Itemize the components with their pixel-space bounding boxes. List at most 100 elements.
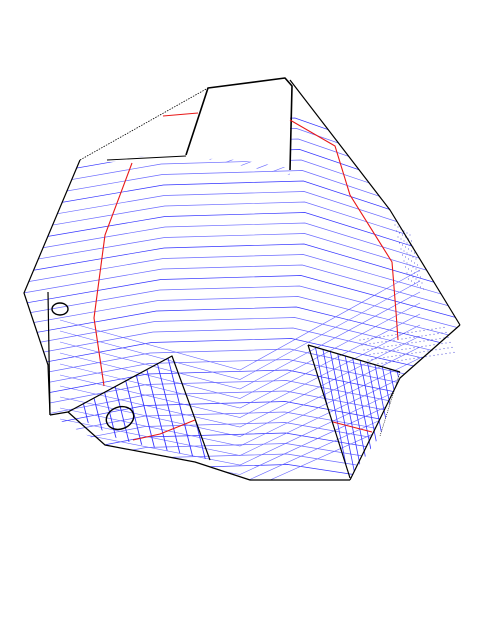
shade-dot: [381, 362, 383, 364]
shade-dot: [411, 342, 413, 344]
shade-dot: [363, 338, 365, 340]
hatch-line: [24, 348, 460, 395]
shade-dot: [417, 357, 419, 359]
hatch-line: [59, 313, 421, 409]
panel-hatch-line: [153, 356, 185, 460]
left-silhouette-edge: [23, 159, 81, 416]
red-cut-lines: [93, 112, 399, 441]
shade-dot: [397, 349, 399, 351]
hatch-line: [24, 159, 460, 228]
panel-hatch-line: [369, 345, 400, 478]
shade-dot: [393, 339, 395, 341]
shade-dot: [402, 254, 403, 256]
left-panel-edge: [67, 355, 211, 461]
shade-dot: [396, 230, 397, 232]
shade-dot: [433, 344, 435, 346]
left-front-edge: [47, 291, 51, 416]
shade-dot: [439, 348, 441, 350]
panel-hatch-line: [165, 356, 197, 460]
shade-dot: [387, 345, 389, 347]
shade-dot: [405, 337, 407, 339]
top-left-edge: [79, 87, 209, 161]
shade-dot: [391, 345, 393, 347]
shade-dot: [409, 234, 411, 236]
hatch-line: [24, 338, 460, 386]
shade-dot: [409, 254, 411, 256]
shade-dot: [408, 278, 409, 280]
shade-dot: [425, 334, 427, 336]
shade-dot: [373, 342, 375, 344]
shade-dot: [401, 349, 403, 351]
shade-dot: [421, 335, 423, 337]
hatch-line: [24, 233, 460, 293]
hatch-line: [24, 212, 460, 275]
panel-hatch-line: [327, 345, 359, 478]
shade-dot: [418, 280, 420, 282]
shade-dot: [405, 256, 406, 258]
hatch-line: [24, 254, 460, 312]
shade-dot: [397, 236, 399, 238]
shade-dot: [413, 336, 415, 338]
shade-dot: [411, 240, 412, 242]
shade-dot: [420, 286, 421, 288]
shade-dot: [427, 329, 429, 331]
shade-dot: [419, 341, 421, 343]
shade-dot: [423, 340, 425, 342]
shade-dot: [377, 363, 379, 365]
shade-dot: [413, 357, 415, 359]
hatch-line: [24, 201, 460, 265]
shade-dot: [412, 256, 414, 258]
shade-dot: [417, 284, 418, 286]
shade-dot: [411, 250, 412, 252]
red-cut-line-main: [93, 162, 133, 387]
shade-dot: [443, 348, 445, 350]
hatch-line: [59, 379, 421, 466]
shade-dot: [389, 340, 391, 342]
shade-dot: [427, 350, 429, 352]
shade-dot: [365, 354, 367, 356]
shade-dot: [417, 346, 419, 348]
shade-dot: [369, 343, 371, 345]
shade-dot: [412, 276, 414, 278]
shade-dot: [371, 337, 373, 339]
shade-dot: [381, 341, 383, 343]
hole-bottom: [105, 405, 135, 431]
shade-dot: [427, 339, 429, 341]
shade-dot: [367, 338, 369, 340]
shade-dot: [406, 232, 408, 234]
shade-dot: [409, 358, 411, 360]
shade-dot: [367, 359, 369, 361]
shade-dot: [385, 340, 387, 342]
hatch-line: [59, 291, 421, 390]
shade-dot: [431, 328, 433, 330]
shade-dot: [415, 278, 417, 280]
outline-edges: [23, 77, 461, 481]
shade-dot: [399, 344, 401, 346]
shade-dot: [406, 252, 408, 254]
hatch-line: [24, 275, 460, 330]
right-silhouette-edge: [289, 79, 461, 326]
shade-dot: [391, 334, 393, 336]
hatch-line: [24, 317, 460, 368]
shade-dot: [403, 240, 405, 242]
shade-dot: [385, 362, 387, 364]
hatch-line: [24, 222, 460, 284]
bottom-edge: [49, 411, 350, 481]
shade-dot: [421, 282, 423, 284]
shade-dot: [414, 262, 415, 264]
hatch-line: [59, 280, 421, 380]
shade-dot: [387, 335, 389, 337]
shade-dot: [409, 274, 411, 276]
hatch-line: [24, 296, 460, 349]
red-cut-line-bottom-left: [132, 419, 196, 441]
shade-dot: [415, 258, 417, 260]
shade-dot: [413, 347, 415, 349]
shade-dot: [403, 343, 405, 345]
panel-hatch-line: [405, 340, 435, 490]
shade-dot: [441, 343, 443, 345]
shade-dot: [371, 348, 373, 350]
hatch-line: [59, 346, 421, 437]
hatch-line: [24, 369, 460, 414]
shade-dot: [435, 328, 437, 330]
shade-dot: [407, 332, 409, 334]
